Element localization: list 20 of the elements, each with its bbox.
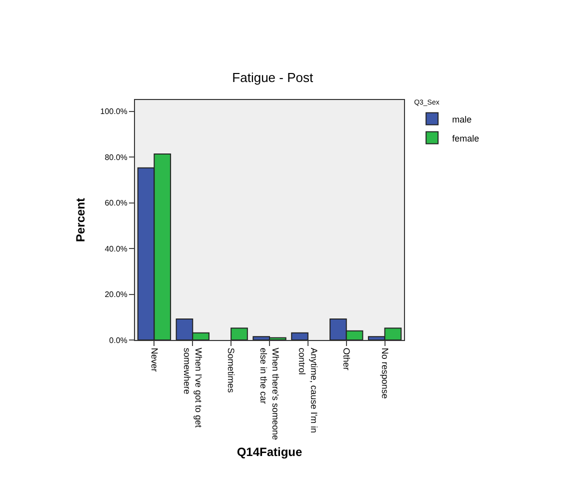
legend-label: male [452, 114, 472, 124]
y-tick-label: 40.0% [104, 244, 128, 254]
y-axis-title: Percent [74, 198, 88, 242]
x-tick-label: Never [149, 348, 160, 372]
y-tick-label: 20.0% [104, 290, 128, 300]
x-tick-label: Sometimes [226, 348, 236, 394]
y-tick-label: 0.0% [109, 336, 128, 345]
bar [291, 332, 308, 340]
y-tick-label: 80.0% [104, 152, 128, 162]
chart-title: Fatigue - Post [232, 70, 314, 86]
x-axis-title: Q14Fatigue [236, 444, 302, 459]
x-tick-label: No response [380, 348, 390, 399]
bar [230, 328, 248, 340]
y-tick-label: 100.0% [100, 107, 128, 116]
x-tick-label: Anytime, cause I'm in control [297, 348, 319, 434]
x-tick-label: When there's someone else in the car [258, 348, 280, 440]
legend-label: female [452, 133, 480, 144]
x-tick-label: When I've got to get somewhere [182, 348, 204, 428]
y-tick-label: 60.0% [104, 198, 128, 208]
x-tick-label: Other [341, 348, 352, 370]
